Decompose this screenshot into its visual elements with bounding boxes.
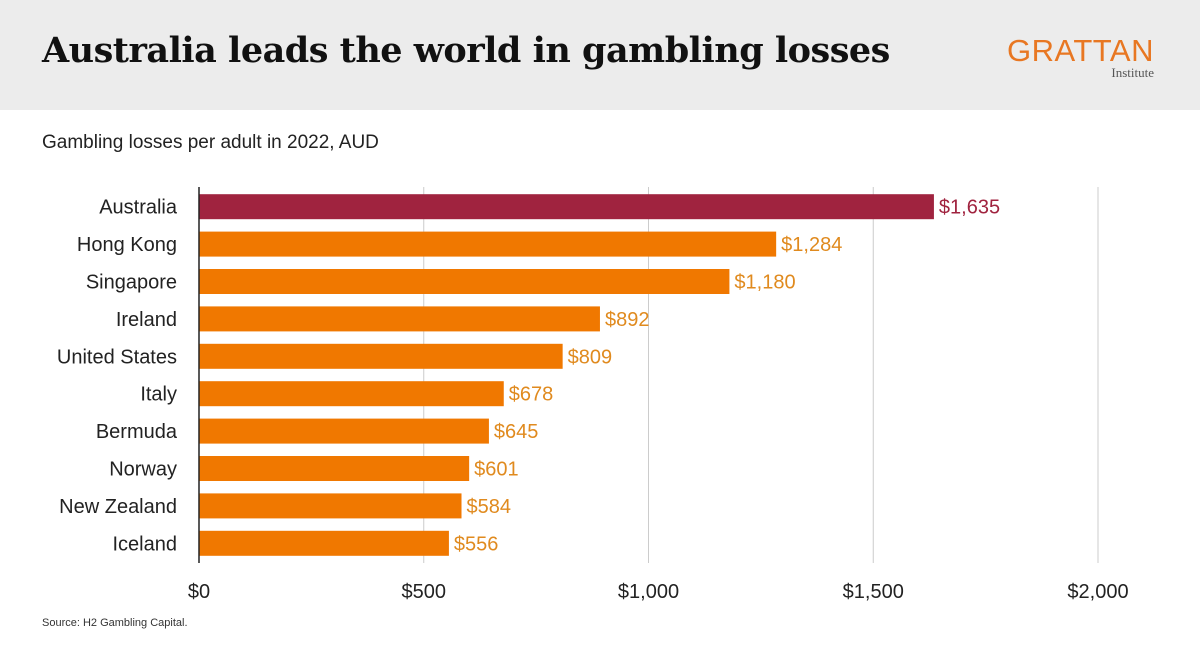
- logo-wordmark: GRATTAN: [1006, 33, 1154, 68]
- chart-subtitle: Gambling losses per adult in 2022, AUD: [42, 132, 379, 153]
- value-label: $556: [454, 533, 499, 555]
- bar: [199, 418, 489, 444]
- bar: [199, 343, 563, 369]
- category-label: United States: [57, 346, 177, 368]
- category-label: Hong Kong: [77, 234, 177, 256]
- value-labels: $1,635 $1,284 $1,180 $892 $809 $678 $645 $601 $5…: [454, 197, 1000, 556]
- category-label: Ireland: [116, 309, 177, 331]
- category-label: New Zealand: [59, 496, 177, 518]
- x-tick-label: $0: [188, 581, 210, 603]
- value-label: $892: [605, 309, 650, 331]
- x-tick-label: $500: [402, 581, 447, 603]
- bar: [199, 530, 449, 556]
- x-tick-labels: $0 $500 $1,000 $1,500 $2,000: [188, 581, 1129, 603]
- bar: [199, 269, 730, 294]
- value-label: $1,635: [939, 197, 1000, 219]
- source-note: Source: H2 Gambling Capital.: [42, 617, 188, 629]
- logo-subtext: Institute: [1111, 65, 1154, 80]
- value-label: $645: [494, 421, 539, 443]
- header-band: Australia leads the world in gambling lo…: [0, 0, 1200, 110]
- bar: [199, 194, 934, 220]
- value-label: $584: [467, 496, 512, 518]
- bar: [199, 456, 470, 481]
- category-label: Australia: [99, 197, 178, 219]
- bars: [199, 194, 934, 556]
- bar: [199, 493, 462, 519]
- category-label: Italy: [140, 384, 177, 406]
- category-label: Bermuda: [96, 421, 178, 443]
- bar: [199, 231, 777, 257]
- category-label: Norway: [109, 459, 177, 481]
- x-tick-label: $2,000: [1067, 581, 1128, 603]
- bar: [199, 381, 504, 407]
- x-tick-label: $1,000: [618, 581, 679, 603]
- x-tick-label: $1,500: [843, 581, 904, 603]
- grattan-logo: GRATTAN Institute: [1006, 33, 1154, 80]
- category-label: Iceland: [113, 533, 178, 555]
- value-label: $1,180: [734, 272, 795, 294]
- value-label: $809: [568, 346, 613, 368]
- category-label: Singapore: [86, 272, 177, 294]
- value-label: $678: [509, 384, 554, 406]
- value-label: $601: [474, 459, 519, 481]
- bar: [199, 306, 600, 332]
- category-labels: Australia Hong Kong Singapore Ireland United…: [57, 197, 178, 556]
- value-label: $1,284: [781, 234, 842, 256]
- page-title: Australia leads the world in gambling lo…: [42, 30, 890, 71]
